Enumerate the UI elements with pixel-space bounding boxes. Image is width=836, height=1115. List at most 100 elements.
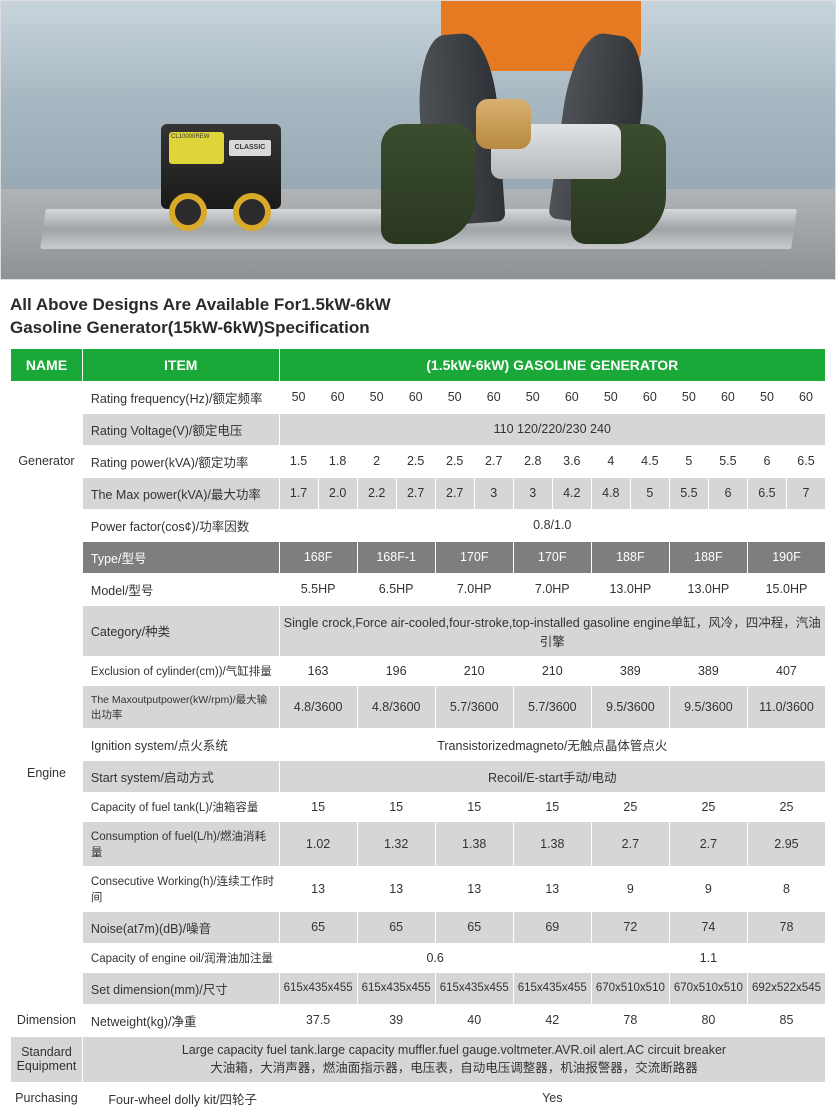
cell: 1.7 <box>279 477 318 509</box>
section-std-equip: Standard Equipment <box>11 1036 83 1082</box>
cell: 615x435x455 <box>435 972 513 1004</box>
hdr-name: NAME <box>11 348 83 381</box>
cell-oil-a: 0.6 <box>279 943 591 972</box>
cell: 389 <box>591 656 669 685</box>
label-rating-freq: Rating frequency(Hz)/额定频率 <box>82 381 279 413</box>
cell: 670x510x510 <box>669 972 747 1004</box>
cell: 65 <box>357 911 435 943</box>
label-power-factor: Power factor(cos¢)/功率因数 <box>82 509 279 541</box>
generator-wheel-icon <box>233 193 271 231</box>
label-netweight: Netweight(kg)/净重 <box>82 1004 279 1036</box>
cell: 170F <box>513 541 591 573</box>
cell: 6 <box>747 445 786 477</box>
cell: 7.0HP <box>435 573 513 605</box>
row-start: Start system/启动方式 Recoil/E-start手动/电动 <box>11 760 826 792</box>
cell: 13.0HP <box>591 573 669 605</box>
label-rating-power: Rating power(kVA)/额定功率 <box>82 445 279 477</box>
cell: 6.5 <box>747 477 786 509</box>
cell: 5.5 <box>708 445 747 477</box>
cell: 4.8 <box>591 477 630 509</box>
cell: 40 <box>435 1004 513 1036</box>
cell-power-factor: 0.8/1.0 <box>279 509 825 541</box>
label-model: Model/型号 <box>82 573 279 605</box>
cell: 2.2 <box>357 477 396 509</box>
row-std-equip: Standard Equipment Large capacity fuel t… <box>11 1036 826 1082</box>
label-type: Type/型号 <box>82 541 279 573</box>
title-line-1: All Above Designs Are Available For1.5kW… <box>10 294 826 317</box>
label-set-dim: Set dimension(mm)/尺寸 <box>82 972 279 1004</box>
cell: 2.7 <box>669 821 747 866</box>
cell: 168F <box>279 541 357 573</box>
cell: 188F <box>669 541 747 573</box>
cell: 60 <box>552 381 591 413</box>
label-rating-voltage: Rating Voltage(V)/额定电压 <box>82 413 279 445</box>
cell: 25 <box>747 792 825 821</box>
cell: 4.2 <box>552 477 591 509</box>
title-block: All Above Designs Are Available For1.5kW… <box>0 280 836 348</box>
cell: 1.02 <box>279 821 357 866</box>
label-noise: Noise(at7m)(dB)/噪音 <box>82 911 279 943</box>
cell: 2.0 <box>318 477 357 509</box>
cell: 2.7 <box>474 445 513 477</box>
cell: 210 <box>513 656 591 685</box>
cell: 2.8 <box>513 445 552 477</box>
cell: 407 <box>747 656 825 685</box>
cell: 60 <box>786 381 825 413</box>
cell: 9 <box>669 866 747 911</box>
cell: 2.5 <box>435 445 474 477</box>
cell-std-equip: Large capacity fuel tank.large capacity … <box>82 1036 825 1082</box>
cell: 65 <box>279 911 357 943</box>
cell: 50 <box>747 381 786 413</box>
cell: 2.7 <box>396 477 435 509</box>
cell: 5 <box>630 477 669 509</box>
label-consumption: Consumption of fuel(L/h)/燃油消耗量 <box>82 821 279 866</box>
cell: 50 <box>279 381 318 413</box>
label-consecutive: Consecutive Working(h)/连续工作时间 <box>82 866 279 911</box>
cell: 170F <box>435 541 513 573</box>
cell: 50 <box>669 381 708 413</box>
cell: 3 <box>474 477 513 509</box>
section-dimension: Dimension <box>11 1004 83 1036</box>
cell: 15 <box>357 792 435 821</box>
cell: 39 <box>357 1004 435 1036</box>
label-max-power: The Max power(kVA)/最大功率 <box>82 477 279 509</box>
cell: 210 <box>435 656 513 685</box>
row-exclusion: Exclusion of cylinder(cm))/气缸排量 163 196 … <box>11 656 826 685</box>
row-netweight: Dimension Netweight(kg)/净重 37.5 39 40 42… <box>11 1004 826 1036</box>
cell-oil-b: 1.1 <box>591 943 825 972</box>
cell: 615x435x455 <box>513 972 591 1004</box>
cell-start: Recoil/E-start手动/电动 <box>279 760 825 792</box>
cell: 5 <box>669 445 708 477</box>
row-consumption: Consumption of fuel(L/h)/燃油消耗量 1.02 1.32… <box>11 821 826 866</box>
std-equip-line2: 大油箱，大消声器，燃油面指示器，电压表，自动电压调整器，机油报警器，交流断路器 <box>87 1057 821 1076</box>
cell: 1.5 <box>279 445 318 477</box>
cell: 11.0/3600 <box>747 685 825 728</box>
cell: 42 <box>513 1004 591 1036</box>
cell: 7 <box>786 477 825 509</box>
row-purchasing: Purchasing Four-wheel dolly kit/四轮子 Yes <box>11 1082 826 1114</box>
row-rating-power: Rating power(kVA)/额定功率 1.5 1.8 2 2.5 2.5… <box>11 445 826 477</box>
cell: 15 <box>435 792 513 821</box>
cell: 5.5HP <box>279 573 357 605</box>
cell: 615x435x455 <box>279 972 357 1004</box>
cell: 5.5 <box>669 477 708 509</box>
spec-table: NAME ITEM (1.5kW-6kW) GASOLINE GENERATOR… <box>10 348 826 1115</box>
row-type: Engine Type/型号 168F 168F-1 170F 170F 188… <box>11 541 826 573</box>
cell: 1.38 <box>435 821 513 866</box>
row-set-dim: Set dimension(mm)/尺寸 615x435x455 615x435… <box>11 972 826 1004</box>
worker-glove <box>476 99 531 149</box>
cell: 13 <box>435 866 513 911</box>
cell: 78 <box>591 1004 669 1036</box>
cell: 60 <box>396 381 435 413</box>
label-category: Category/种类 <box>82 605 279 656</box>
cell: 168F-1 <box>357 541 435 573</box>
cell-rating-voltage: 110 120/220/230 240 <box>279 413 825 445</box>
cell: 72 <box>591 911 669 943</box>
cell: 6.5HP <box>357 573 435 605</box>
row-max-power: The Max power(kVA)/最大功率 1.7 2.0 2.2 2.7 … <box>11 477 826 509</box>
cell: 80 <box>669 1004 747 1036</box>
section-generator: Generator <box>11 381 83 541</box>
cell-category: Single crock,Force air-cooled,four-strok… <box>279 605 825 656</box>
cell: 692x522x545 <box>747 972 825 1004</box>
cell: 13 <box>357 866 435 911</box>
